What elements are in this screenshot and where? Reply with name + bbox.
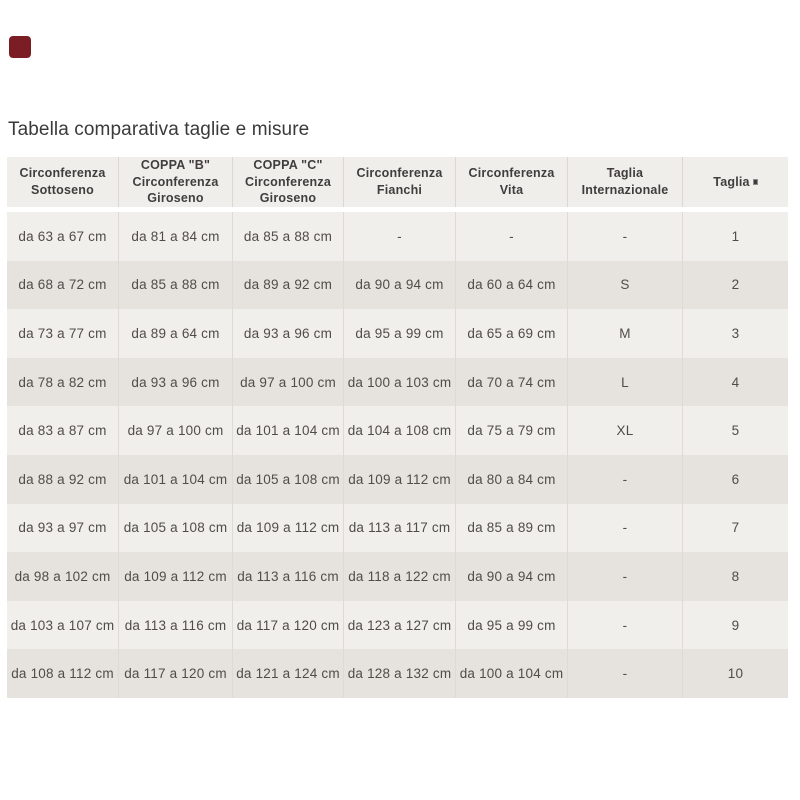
- table-cell: da 103 a 107 cm: [10, 617, 115, 633]
- column-header: Taglia: [682, 157, 788, 207]
- table-cell: L: [567, 357, 682, 407]
- table-cell: da 123 a 127 cm: [343, 600, 455, 650]
- table-row: da 93 a 97 cm da 105 a 108 cm da 109 a 112…: [7, 503, 788, 553]
- table-row: da 98 a 102 cm da 109 a 112 cm da 113 a 11…: [7, 552, 788, 601]
- table-cell: da 101 a 104 cm: [232, 406, 343, 455]
- table-cell: da 100 a 103 cm: [343, 357, 455, 407]
- table-row: da 78 a 82 cm da 93 a 96 cm da 97 a 100 cm…: [7, 357, 788, 407]
- table-cell: 3: [682, 309, 788, 358]
- table-cell: da 90 a 94 cm: [343, 260, 455, 310]
- table-cell: da 105 a 108 cm: [232, 454, 343, 504]
- table-cell: da 93 a 96 cm: [118, 357, 232, 407]
- table-cell: da 73 a 77 cm: [18, 325, 107, 341]
- table-cell: 7: [682, 503, 788, 553]
- table-row: da 68 a 72 cm da 85 a 88 cm da 89 a 92 cm d…: [7, 260, 788, 310]
- table-cell: -: [343, 212, 455, 261]
- table-row: da 103 a 107 cm da 113 a 116 cm da 117 a 1…: [7, 600, 788, 650]
- table-body: da 63 a 67 cm da 81 a 84 cm da 85 a 88 cm -…: [7, 212, 788, 698]
- table-cell: da 93 a 96 cm: [232, 309, 343, 358]
- table-cell: da 85 a 88 cm: [118, 260, 232, 310]
- table-cell: da 80 a 84 cm: [455, 454, 567, 504]
- size-comparison-table: Circonferenza Sottoseno COPPA "B" Circonf…: [7, 157, 788, 698]
- table-cell: da 75 a 79 cm: [455, 406, 567, 455]
- table-cell: da 113 a 117 cm: [343, 503, 455, 553]
- brand-logo-square: [9, 36, 31, 58]
- table-cell: da 95 a 99 cm: [455, 600, 567, 650]
- table-cell: da 85 a 89 cm: [455, 503, 567, 553]
- table-row: da 88 a 92 cm da 101 a 104 cm da 105 a 108…: [7, 454, 788, 504]
- table-cell: -: [567, 454, 682, 504]
- table-cell: 8: [682, 552, 788, 601]
- table-cell: da 108 a 112 cm: [11, 666, 114, 682]
- table-cell: da 89 a 92 cm: [232, 260, 343, 310]
- table-cell: 9: [682, 600, 788, 650]
- table-cell: -: [567, 600, 682, 650]
- table-cell: da 83 a 87 cm: [18, 423, 107, 439]
- table-row: da 73 a 77 cm da 89 a 64 cm da 93 a 96 cm d…: [7, 309, 788, 358]
- table-cell: da 109 a 112 cm: [118, 552, 232, 601]
- table-cell: da 68 a 72 cm: [18, 277, 107, 293]
- table-cell: XL: [567, 406, 682, 455]
- table-cell: S: [567, 260, 682, 310]
- table-cell: da 121 a 124 cm: [232, 649, 343, 698]
- table-cell: da 97 a 100 cm: [232, 357, 343, 407]
- table-cell: da 81 a 84 cm: [118, 212, 232, 261]
- column-header: Circonferenza Vita: [455, 157, 567, 207]
- table-cell: da 88 a 92 cm: [18, 471, 107, 487]
- table-cell: da 60 a 64 cm: [455, 260, 567, 310]
- table-cell: 1: [682, 212, 788, 261]
- table-header-row: Circonferenza Sottoseno COPPA "B" Circonf…: [7, 157, 788, 207]
- table-cell: da 70 a 74 cm: [455, 357, 567, 407]
- table-cell: da 101 a 104 cm: [118, 454, 232, 504]
- table-cell: 6: [682, 454, 788, 504]
- page-title: Tabella comparativa taglie e misure: [8, 119, 310, 140]
- table-cell: da 109 a 112 cm: [343, 454, 455, 504]
- column-header: Circonferenza Sottoseno: [19, 166, 106, 197]
- table-cell: da 90 a 94 cm: [455, 552, 567, 601]
- table-cell: da 109 a 112 cm: [232, 503, 343, 553]
- table-cell: da 113 a 116 cm: [232, 552, 343, 601]
- table-cell: 10: [682, 649, 788, 698]
- missing-glyph-icon: [752, 179, 758, 185]
- table-cell: da 104 a 108 cm: [343, 406, 455, 455]
- column-header: COPPA "C" Circonferenza Giroseno: [232, 157, 343, 207]
- table-cell: da 78 a 82 cm: [18, 374, 107, 390]
- table-row: da 108 a 112 cm da 117 a 120 cm da 121 a 1…: [7, 649, 788, 698]
- table-cell: M: [567, 309, 682, 358]
- table-cell: da 98 a 102 cm: [14, 568, 111, 584]
- table-cell: da 113 a 116 cm: [118, 600, 232, 650]
- table-cell: da 118 a 122 cm: [343, 552, 455, 601]
- table-cell: 4: [682, 357, 788, 407]
- table-cell: da 128 a 132 cm: [343, 649, 455, 698]
- table-cell: da 100 a 104 cm: [455, 649, 567, 698]
- column-header: COPPA "B" Circonferenza Giroseno: [118, 157, 232, 207]
- table-cell: da 105 a 108 cm: [118, 503, 232, 553]
- table-cell: da 63 a 67 cm: [18, 228, 107, 244]
- table-row: da 83 a 87 cm da 97 a 100 cm da 101 a 104 …: [7, 406, 788, 455]
- table-cell: -: [567, 552, 682, 601]
- table-cell: da 97 a 100 cm: [118, 406, 232, 455]
- table-cell: da 95 a 99 cm: [343, 309, 455, 358]
- table-cell: da 117 a 120 cm: [232, 600, 343, 650]
- table-cell: da 65 a 69 cm: [455, 309, 567, 358]
- table-cell: da 117 a 120 cm: [118, 649, 232, 698]
- column-header: Taglia Internazionale: [567, 157, 682, 207]
- table-cell: -: [567, 212, 682, 261]
- table-cell: da 89 a 64 cm: [118, 309, 232, 358]
- table-cell: -: [567, 503, 682, 553]
- table-cell: -: [455, 212, 567, 261]
- column-header: Circonferenza Fianchi: [343, 157, 455, 207]
- table-cell: 2: [682, 260, 788, 310]
- table-cell: da 85 a 88 cm: [232, 212, 343, 261]
- table-cell: 5: [682, 406, 788, 455]
- table-cell: -: [567, 649, 682, 698]
- table-cell: da 93 a 97 cm: [18, 520, 107, 536]
- table-row: da 63 a 67 cm da 81 a 84 cm da 85 a 88 cm -…: [7, 212, 788, 261]
